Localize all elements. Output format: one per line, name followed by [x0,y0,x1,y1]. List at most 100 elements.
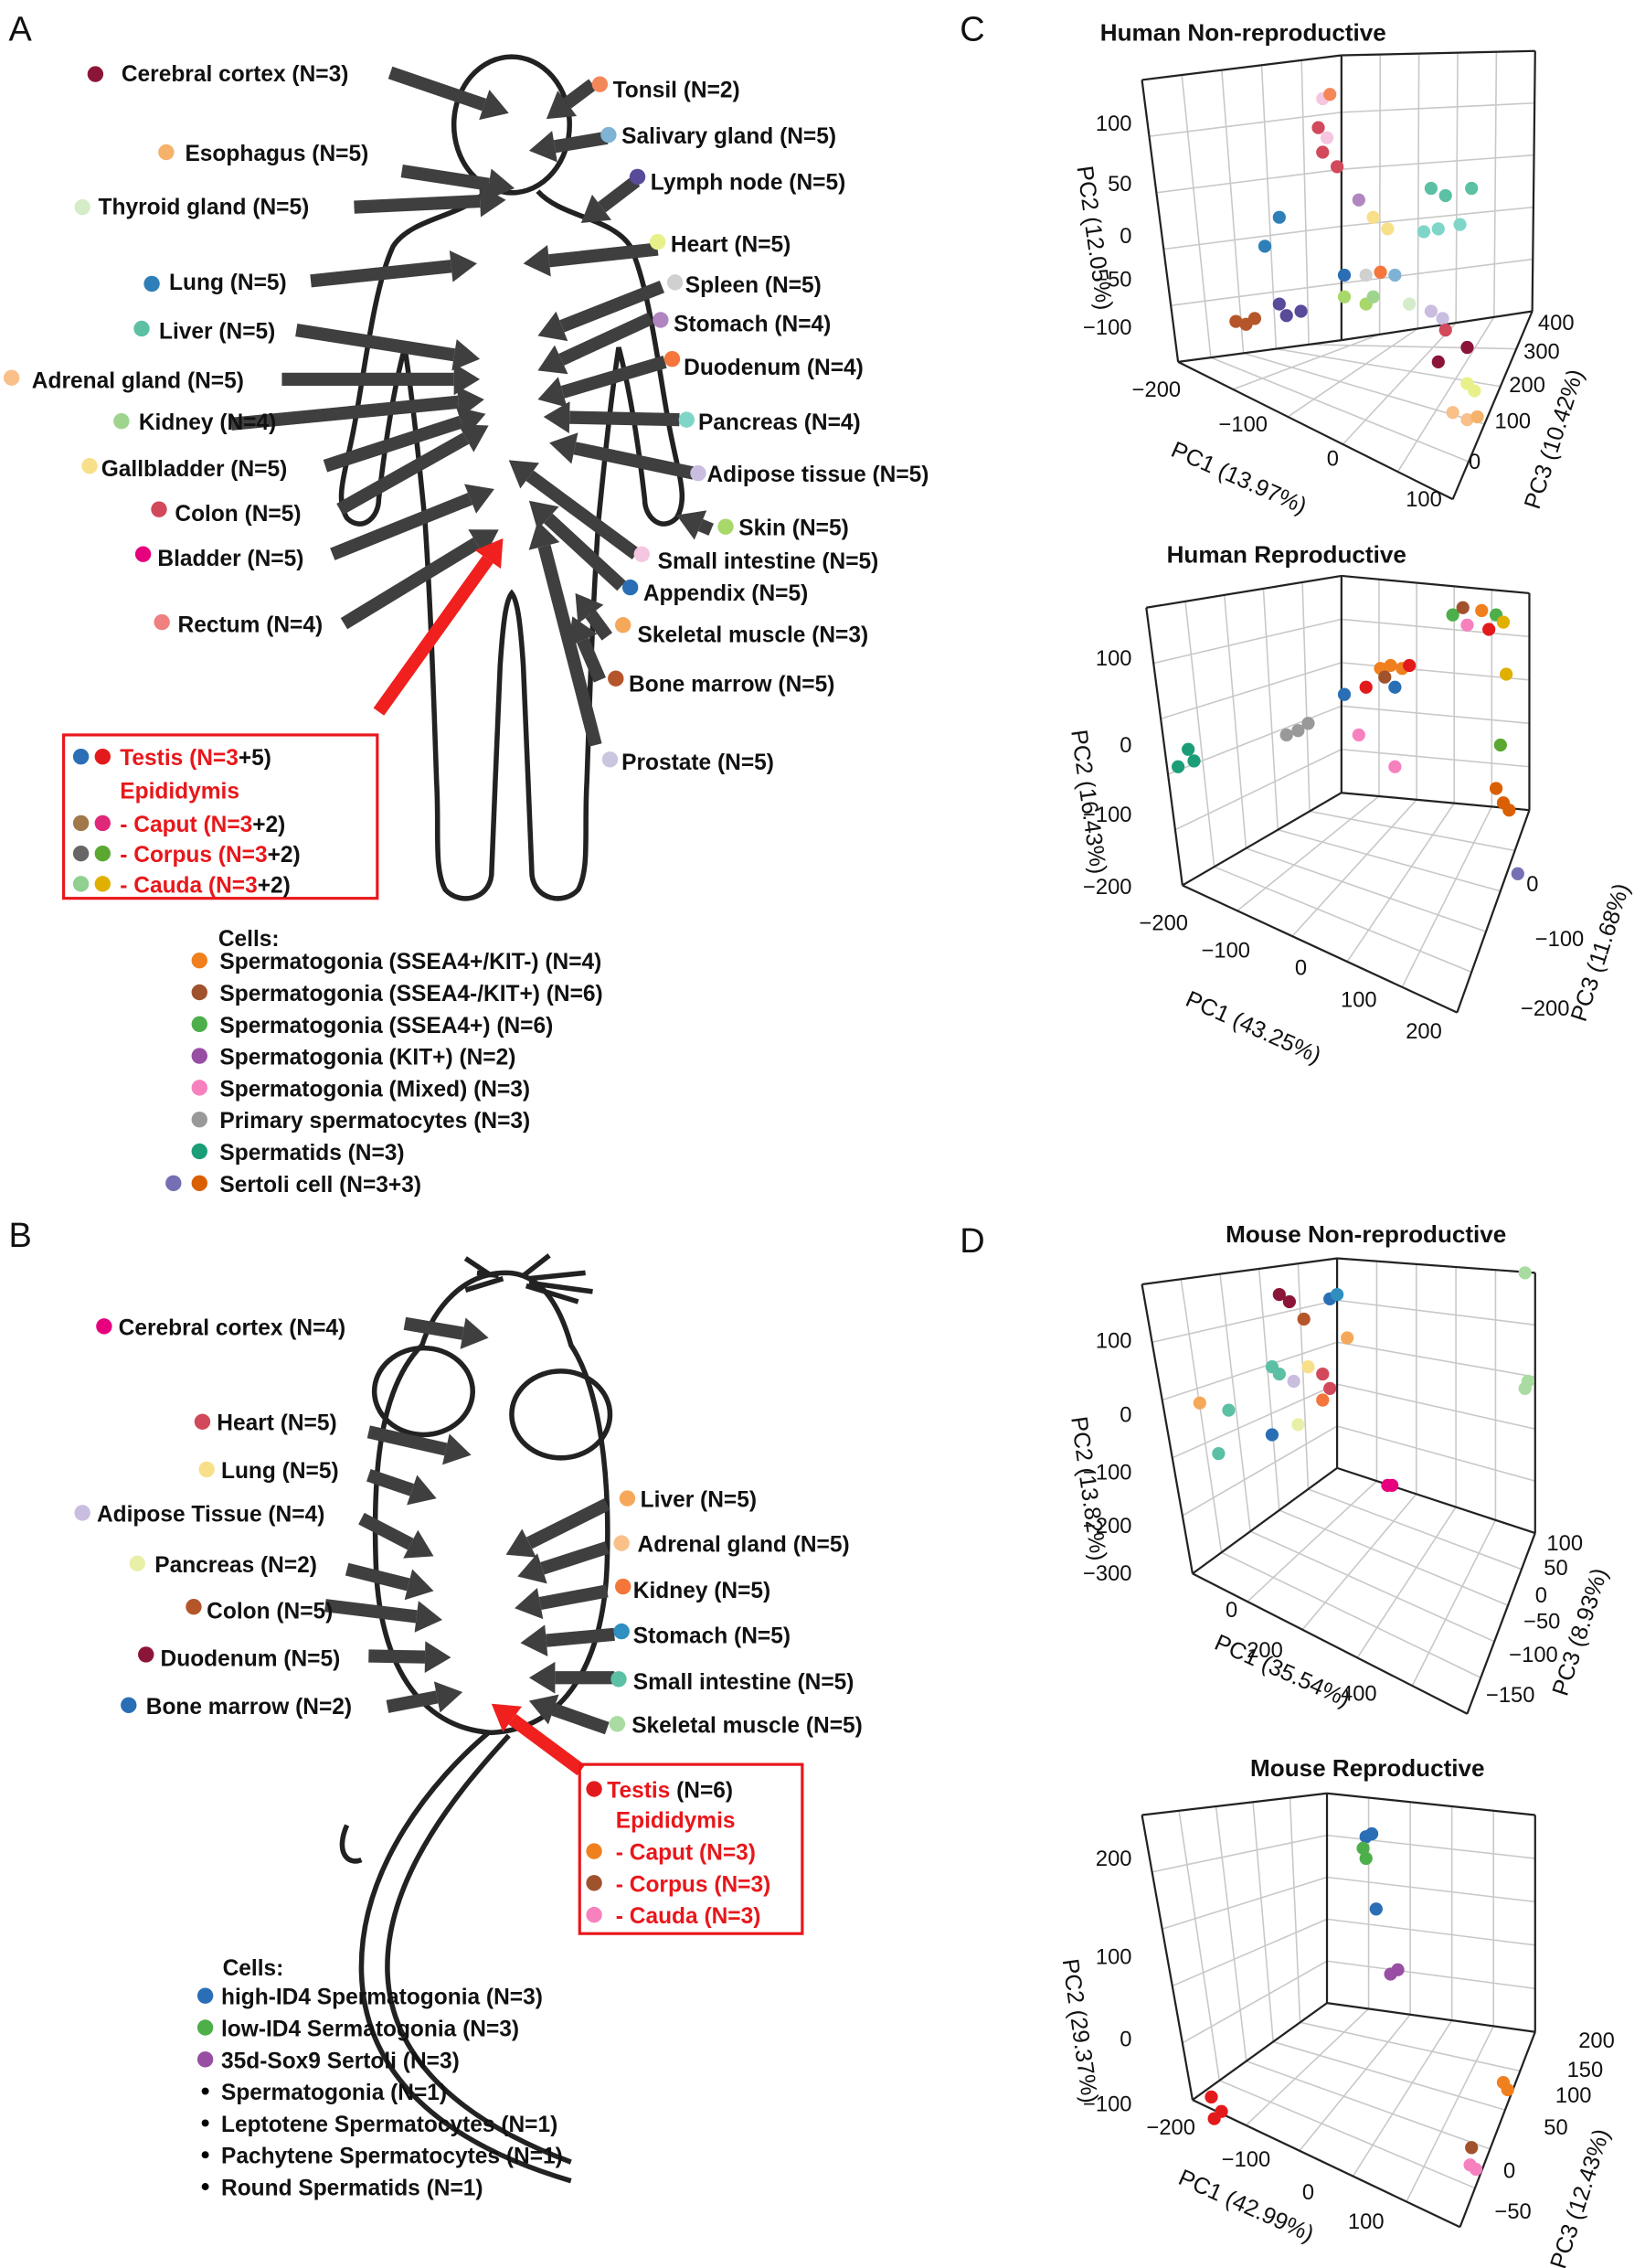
arrow [508,1713,586,1776]
arrow-head [449,250,477,282]
color-dot [1352,728,1365,742]
color-dot [1521,1374,1534,1389]
grid-line [1152,1299,1338,1344]
box-label: Testis (N=3+5) [120,746,271,771]
color-dot [1364,1826,1379,1841]
color-dot [1369,1902,1383,1916]
color-dot [133,320,150,337]
tick-label: 50 [1108,173,1131,197]
color-dot [608,670,624,687]
cell-label: Round Spermatids (N=1) [221,2176,483,2200]
tick-label: 50 [1544,1557,1567,1581]
grid-line [1214,866,1472,974]
grid-line [1356,1507,1457,1658]
grid-line [1326,1960,1535,1990]
grid-line [1245,2007,1370,2126]
arrow [387,66,487,112]
color-dot [201,2087,209,2095]
box-label: - Cauda (N=3) [616,1904,761,1929]
axis-line [1341,574,1530,595]
tick-label: 100 [1096,1945,1132,1969]
organ-label: Rectum (N=4) [178,613,324,638]
cell-label: Spermatogonia (SSEA4+) (N=6) [219,1014,553,1038]
grid-line [1336,1425,1536,1482]
tick-label: −200 [1521,997,1569,1021]
color-dot [201,2151,209,2159]
color-dot [1301,1360,1315,1374]
cell-label: Primary spermatocytes (N=3) [219,1109,530,1134]
grid-line [1221,69,1245,354]
grid-line [1455,52,1459,324]
grid-line [1291,799,1417,937]
color-dot [1279,728,1293,742]
color-dot [74,198,90,216]
red-text: - Caput (N=3 [120,813,252,837]
box-label: Testis (N=6) [607,1779,733,1804]
arrow [386,1690,439,1713]
arrow-head [528,131,557,163]
organ-label: Salivary gland (N=5) [621,124,836,149]
organ-label: Lung (N=5) [169,271,287,295]
color-dot [621,579,639,596]
tick-label: 0 [1327,448,1339,472]
axis-line [1141,1257,1338,1286]
organ-label: Cerebral cortex (N=3) [122,62,349,87]
grid-line [1300,59,1310,345]
color-dot [81,458,98,474]
organ-label: Heart (N=5) [217,1411,336,1436]
tick-label: 50 [1544,2116,1567,2140]
cells-title: Cells: [218,927,280,952]
color-dot [586,1843,602,1859]
color-dot [1424,304,1438,318]
tick-label: 150 [1567,2059,1604,2082]
tick-label: −100 [1509,1644,1557,1667]
grid-line [1341,705,1530,725]
grid-line [1172,1383,1338,1459]
arrow [373,555,494,716]
color-dot [649,233,666,250]
color-dot [1272,297,1286,311]
grid-line [1219,2080,1476,2189]
axis-line [1341,49,1535,57]
arrow [368,1649,426,1664]
organ-label: Cerebral cortex (N=4) [119,1315,346,1340]
color-dot [1222,1403,1236,1417]
arrow [560,356,667,399]
tick-label: 0 [1503,2160,1515,2184]
color-dot [1337,687,1352,701]
grid-line [1278,828,1502,892]
cell-label: Spermatogonia (Mixed) (N=3) [219,1077,530,1102]
tick-label: −100 [1535,928,1584,952]
color-dot [72,815,90,832]
human-outline [338,54,685,901]
tick-label: 300 [1523,341,1560,365]
highlight-box [578,1762,804,1935]
color-dot [1385,1478,1399,1492]
arrow [577,637,606,683]
tick-label: 0 [1469,451,1480,474]
grid-line [1219,1273,1251,1532]
black-text: +2) [252,813,285,837]
tick-label: −100 [1202,940,1250,964]
grid-line [1299,2014,1411,2152]
organ-label: Pancreas (N=4) [698,410,861,435]
tick-label: 0 [1535,1584,1547,1608]
arrow [330,493,473,560]
color-dot [1282,1294,1297,1309]
grid-line [1243,352,1485,425]
axis-line [1141,80,1180,363]
grid-line [1236,795,1380,911]
color-dot [96,1318,112,1335]
cells-title: Cells: [223,1956,284,1981]
arrow-head [508,460,540,489]
color-dot [1341,1331,1354,1345]
color-dot [663,350,681,367]
grid-line [1163,225,1342,250]
organ-label: Skin (N=5) [738,516,849,541]
color-dot [1320,131,1334,144]
organ-label: Duodenum (N=5) [161,1647,341,1672]
arrow [697,518,714,536]
tick-label: −100 [1219,413,1268,437]
grid-line [1249,1530,1495,1643]
